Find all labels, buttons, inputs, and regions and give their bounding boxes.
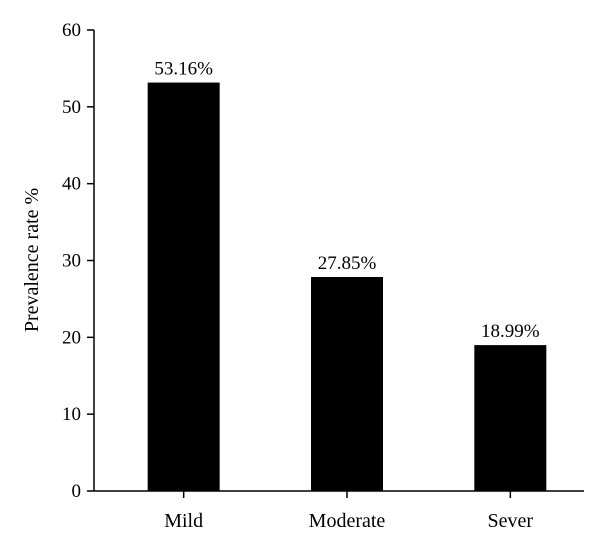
y-tick-label: 0: [72, 481, 82, 502]
data-label: 18.99%: [481, 321, 540, 342]
y-tick-label: 20: [62, 327, 81, 348]
bar-sever: [474, 345, 547, 491]
data-label: 53.16%: [154, 59, 213, 80]
bar-moderate: [311, 277, 383, 491]
y-tick-label: 40: [62, 174, 81, 195]
bar-mild: [147, 82, 220, 491]
x-tick-label: Mild: [164, 510, 203, 532]
y-tick-label: 60: [62, 20, 81, 41]
data-label: 27.85%: [318, 253, 377, 274]
bars: [147, 82, 547, 491]
data-labels: 53.16% 27.85% 18.99%: [154, 59, 539, 343]
y-tick-label: 50: [62, 97, 81, 118]
y-axis-title: Prevalence rate %: [21, 188, 43, 332]
y-tick-label: 10: [62, 404, 81, 425]
x-axis: Mild Moderate Sever: [94, 490, 584, 532]
x-tick-label: Sever: [488, 510, 534, 532]
y-tick-label: 30: [62, 251, 81, 272]
x-tick-label: Moderate: [309, 510, 386, 532]
y-axis: 0 10 20 30 40 50 60: [62, 20, 95, 502]
